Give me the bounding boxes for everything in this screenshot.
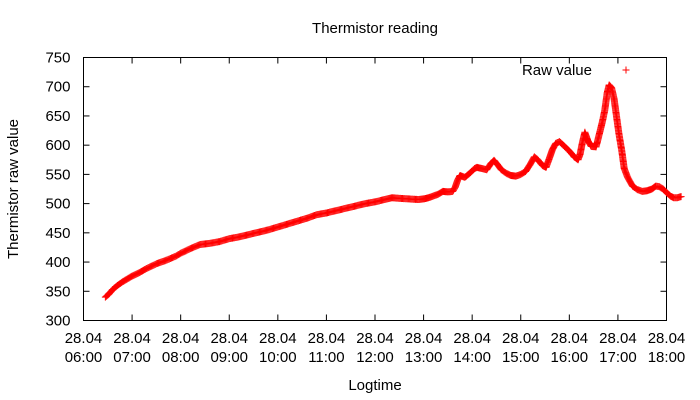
data-point-interp <box>495 163 503 171</box>
legend-plus-marker <box>622 66 630 74</box>
data-point-interp <box>631 184 639 192</box>
series-raw-value <box>101 81 685 301</box>
y-axis-label: Thermistor raw value <box>5 119 22 259</box>
y-axis: 300 350 400 450 500 550 600 650 700 750 <box>45 50 667 330</box>
x-tick-label-time: 16:00 <box>551 349 589 366</box>
data-point-interp <box>450 185 458 193</box>
legend-marker <box>622 66 630 74</box>
y-tick-label: 400 <box>45 254 70 271</box>
y-tick-label: 500 <box>45 196 70 213</box>
data-point-interp <box>563 145 571 153</box>
y-tick-label: 550 <box>45 166 70 183</box>
x-tick-label-time: 15:00 <box>502 349 540 366</box>
y-tick-label: 350 <box>45 283 70 300</box>
y-tick-label: 700 <box>45 79 70 96</box>
data-point-interp <box>649 184 657 192</box>
chart-title: Thermistor reading <box>312 20 438 37</box>
x-tick-label-date: 28.04 <box>599 330 637 347</box>
x-tick-label-time: 12:00 <box>356 349 394 366</box>
data-point-interp <box>676 193 684 201</box>
x-tick-label-time: 07:00 <box>113 349 151 366</box>
x-tick-label-date: 28.04 <box>356 330 394 347</box>
data-point-interp <box>150 261 158 269</box>
x-tick-label-time: 10:00 <box>259 349 297 366</box>
data-point-interp <box>537 159 545 167</box>
data-point-interp <box>126 273 134 281</box>
x-tick-label-time: 17:00 <box>599 349 637 366</box>
data-point-interp <box>133 270 141 278</box>
x-tick-label-date: 28.04 <box>259 330 297 347</box>
x-tick-label-date: 28.04 <box>648 330 686 347</box>
data-point-interp <box>558 140 566 148</box>
data-point-interp <box>437 189 445 197</box>
y-tick-label: 600 <box>45 137 70 154</box>
data-point-interp <box>102 292 110 300</box>
x-axis-label: Logtime <box>348 377 401 394</box>
y-tick-label: 750 <box>45 50 70 67</box>
plot-frame <box>83 57 667 321</box>
x-tick-label-date: 28.04 <box>551 330 589 347</box>
legend-label: Raw value <box>522 62 592 79</box>
x-tick-label-date: 28.04 <box>113 330 151 347</box>
x-tick-label-time: 08:00 <box>162 349 200 366</box>
y-tick-label: 450 <box>45 225 70 242</box>
x-tick-label-date: 28.04 <box>502 330 540 347</box>
x-tick-label-time: 11:00 <box>308 349 344 366</box>
data-point-interp <box>568 150 576 158</box>
x-tick-label-time: 18:00 <box>648 349 686 366</box>
x-tick-label-time: 14:00 <box>453 349 491 366</box>
x-tick-label-time: 09:00 <box>210 349 248 366</box>
y-tick-label: 650 <box>45 108 70 125</box>
data-point-interp <box>531 154 539 162</box>
data-point-interp <box>184 246 192 254</box>
x-tick-label-time: 13:00 <box>405 349 443 366</box>
x-tick-label-date: 28.04 <box>162 330 200 347</box>
x-tick-label-time: 06:00 <box>65 349 103 366</box>
x-tick-label-date: 28.04 <box>65 330 103 347</box>
data-point-interp <box>175 250 183 258</box>
data-point-interp <box>141 266 149 274</box>
data-point-interp <box>121 276 129 284</box>
y-tick-label: 300 <box>45 313 70 330</box>
x-axis: 28.04 06:00 28.04 07:00 28.04 08:00 28.04 09:00… <box>65 57 686 366</box>
legend: Raw value <box>522 62 630 79</box>
x-tick-label-date: 28.04 <box>210 330 248 347</box>
data-point-interp <box>525 162 533 170</box>
x-tick-label-date: 28.04 <box>308 330 346 347</box>
x-tick-label-date: 28.04 <box>405 330 443 347</box>
x-tick-label-date: 28.04 <box>453 330 491 347</box>
